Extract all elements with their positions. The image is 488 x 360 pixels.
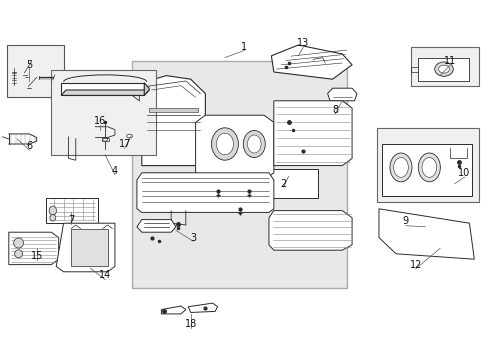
Ellipse shape <box>393 158 407 177</box>
Ellipse shape <box>421 158 436 177</box>
Polygon shape <box>85 119 115 130</box>
Polygon shape <box>56 223 115 272</box>
Ellipse shape <box>216 133 233 155</box>
Polygon shape <box>149 108 198 112</box>
Polygon shape <box>144 83 149 95</box>
Polygon shape <box>271 45 351 79</box>
Polygon shape <box>137 173 273 212</box>
Text: 1: 1 <box>241 42 247 52</box>
Text: 6: 6 <box>26 141 32 151</box>
Polygon shape <box>327 88 356 101</box>
Ellipse shape <box>247 135 261 153</box>
Ellipse shape <box>389 153 411 182</box>
Text: 16: 16 <box>94 116 106 126</box>
Polygon shape <box>102 138 108 141</box>
Text: 17: 17 <box>118 139 131 149</box>
Ellipse shape <box>438 65 448 73</box>
Ellipse shape <box>126 134 132 138</box>
Ellipse shape <box>417 153 439 182</box>
Bar <box>51 70 156 155</box>
Polygon shape <box>378 209 473 259</box>
Polygon shape <box>142 76 205 166</box>
Text: 14: 14 <box>99 270 111 280</box>
Ellipse shape <box>15 250 22 258</box>
Polygon shape <box>161 306 185 314</box>
Polygon shape <box>261 169 317 198</box>
Ellipse shape <box>243 131 264 158</box>
Polygon shape <box>273 101 351 166</box>
Ellipse shape <box>49 206 56 215</box>
Text: 2: 2 <box>280 179 286 189</box>
Text: 10: 10 <box>457 168 470 178</box>
Polygon shape <box>268 211 351 250</box>
Text: 11: 11 <box>443 56 455 66</box>
Ellipse shape <box>434 62 452 76</box>
Text: 5: 5 <box>26 60 32 70</box>
Text: 4: 4 <box>112 166 118 176</box>
Text: 12: 12 <box>408 260 421 270</box>
Text: 13: 13 <box>296 38 309 48</box>
Polygon shape <box>188 303 217 312</box>
Bar <box>7 45 63 97</box>
Polygon shape <box>46 198 98 223</box>
Polygon shape <box>417 58 468 81</box>
Text: 3: 3 <box>190 233 196 243</box>
Ellipse shape <box>14 238 23 248</box>
Polygon shape <box>9 232 59 265</box>
Polygon shape <box>71 229 107 266</box>
Bar <box>132 61 346 288</box>
Bar <box>376 128 478 202</box>
Polygon shape <box>68 130 95 144</box>
Text: 8: 8 <box>331 105 337 115</box>
Text: 18: 18 <box>184 319 197 329</box>
Polygon shape <box>61 90 149 95</box>
Ellipse shape <box>211 128 238 160</box>
Polygon shape <box>115 131 149 140</box>
Text: 15: 15 <box>30 251 43 261</box>
Polygon shape <box>195 115 273 180</box>
Text: 7: 7 <box>68 215 74 225</box>
Polygon shape <box>61 83 144 95</box>
Bar <box>410 47 478 86</box>
Polygon shape <box>382 144 471 196</box>
Text: 9: 9 <box>402 216 408 226</box>
Ellipse shape <box>50 215 56 221</box>
Polygon shape <box>137 220 176 232</box>
